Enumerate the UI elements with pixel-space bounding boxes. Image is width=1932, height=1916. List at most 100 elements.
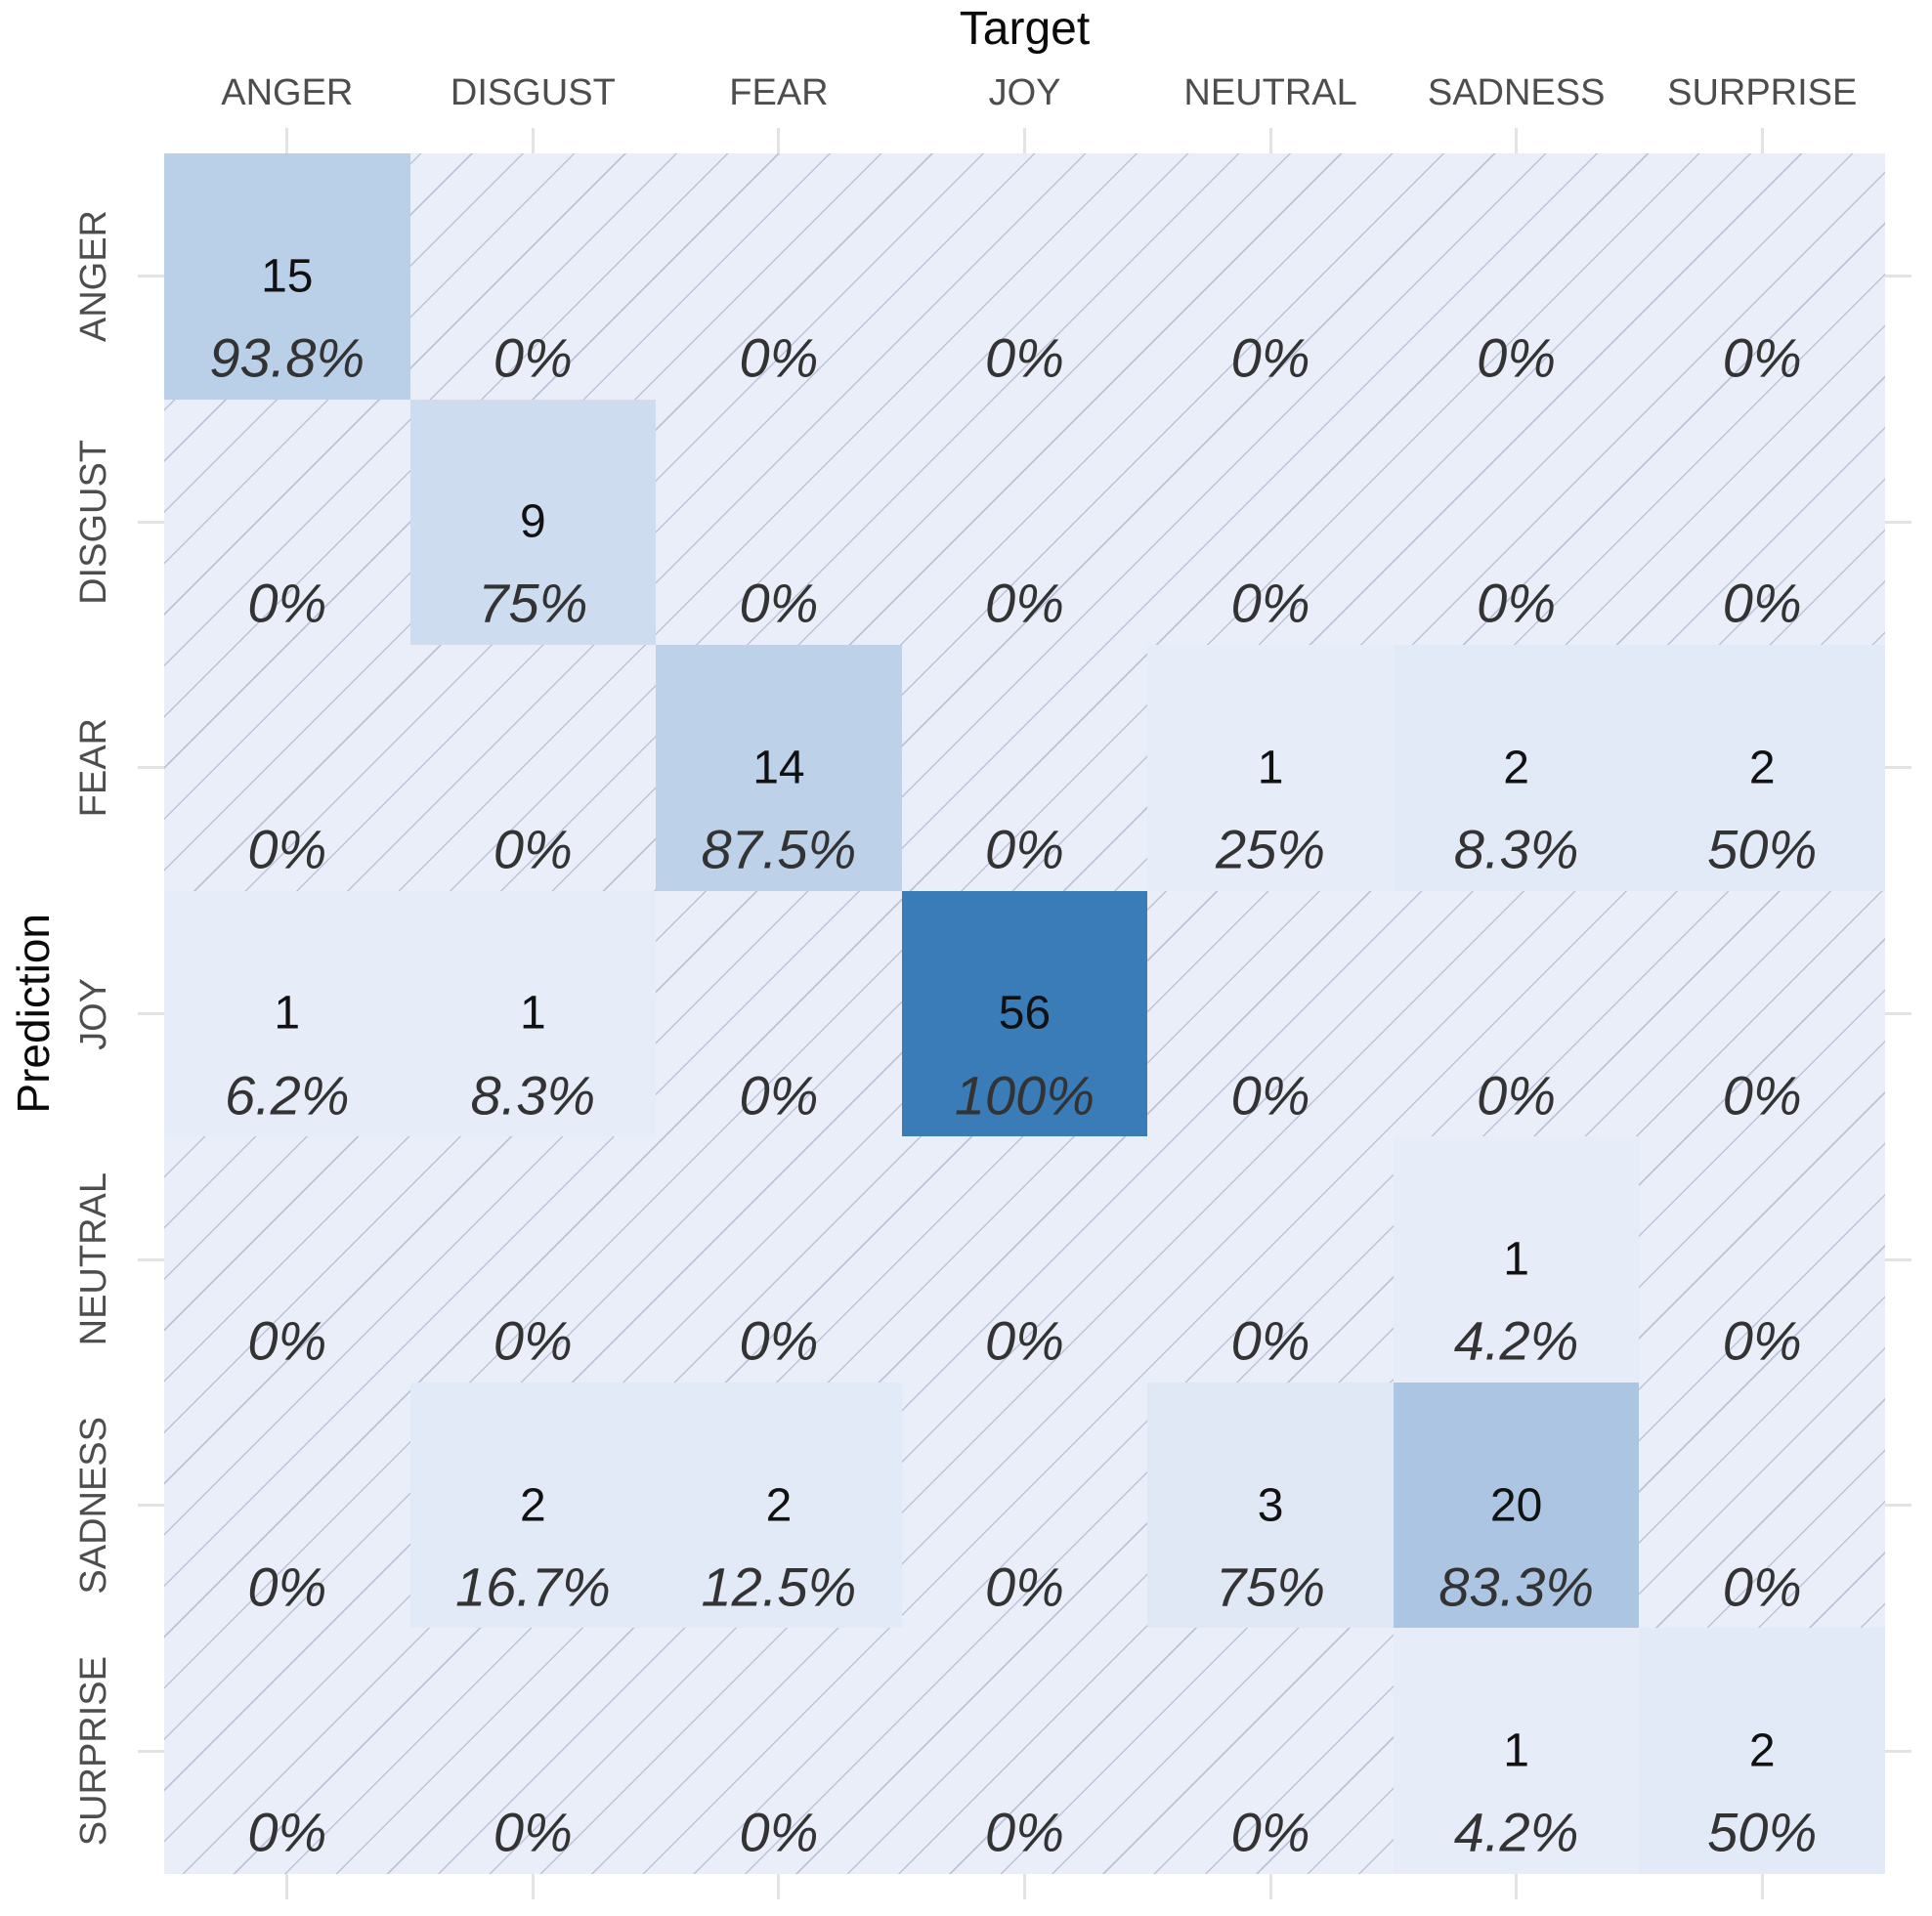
row-label-slot: DISGUST bbox=[57, 400, 131, 646]
tick-slot bbox=[138, 400, 164, 646]
cell-percentage: 0% bbox=[493, 1801, 573, 1863]
row-label-slot: NEUTRAL bbox=[57, 1136, 131, 1383]
cell-percentage: 0% bbox=[739, 572, 819, 634]
col-label-neutral: NEUTRAL bbox=[1183, 71, 1357, 113]
row-label-joy: JOY bbox=[72, 977, 114, 1050]
tick-slot bbox=[1885, 400, 1911, 646]
axis-tick bbox=[1760, 128, 1764, 153]
cell-disgust-neutral: 0% bbox=[1147, 400, 1394, 646]
cell-percentage: 0% bbox=[247, 818, 327, 880]
x-axis-title: Target bbox=[959, 3, 1091, 55]
cell-percentage: 0% bbox=[493, 326, 573, 389]
axis-tick bbox=[138, 275, 164, 278]
cell-fear-joy: 0% bbox=[902, 645, 1148, 891]
cell-neutral-fear: 0% bbox=[656, 1136, 902, 1383]
tick-slot bbox=[138, 1628, 164, 1874]
cell-anger-neutral: 0% bbox=[1147, 153, 1394, 400]
cell-disgust-disgust: 9 75% bbox=[409, 399, 657, 646]
cell-percentage: 0% bbox=[1477, 1064, 1557, 1126]
cell-percentage: 12.5% bbox=[701, 1555, 857, 1618]
axis-tick bbox=[1268, 1874, 1272, 1899]
col-label-disgust: DISGUST bbox=[450, 71, 616, 113]
cell-percentage: 0% bbox=[1230, 572, 1310, 634]
cell-percentage: 0% bbox=[985, 1801, 1064, 1863]
tick-slot bbox=[1639, 1874, 1885, 1899]
cell-percentage: 0% bbox=[1722, 572, 1802, 634]
cell-percentage: 0% bbox=[985, 1309, 1064, 1372]
cell-fear-surprise: 2 50% bbox=[1639, 645, 1885, 891]
tick-slot bbox=[138, 645, 164, 891]
row-label-slot: SADNESS bbox=[57, 1383, 131, 1629]
cell-anger-joy: 0% bbox=[902, 153, 1148, 400]
axis-tick bbox=[138, 766, 164, 770]
axis-tick bbox=[138, 1749, 164, 1753]
axis-tick bbox=[1760, 1874, 1764, 1899]
axis-ticks-left bbox=[138, 153, 164, 1874]
cell-fear-neutral: 1 25% bbox=[1147, 645, 1394, 891]
axis-tick bbox=[138, 520, 164, 524]
tick-slot bbox=[656, 1874, 902, 1899]
axis-tick bbox=[777, 128, 781, 153]
cell-neutral-anger: 0% bbox=[164, 1136, 410, 1383]
cell-percentage: 8.3% bbox=[470, 1064, 596, 1126]
tick-slot bbox=[1885, 1136, 1911, 1383]
cell-percentage: 0% bbox=[247, 1309, 327, 1372]
tick-slot bbox=[410, 1874, 657, 1899]
cell-count: 2 bbox=[1748, 1724, 1776, 1777]
cell-percentage: 0% bbox=[1230, 326, 1310, 389]
cell-percentage: 0% bbox=[1722, 1309, 1802, 1372]
cell-joy-neutral: 0% bbox=[1147, 891, 1394, 1137]
tick-slot bbox=[1639, 128, 1885, 153]
cell-surprise-neutral: 0% bbox=[1147, 1628, 1394, 1874]
col-label-joy: JOY bbox=[988, 71, 1061, 113]
cell-count: 3 bbox=[1257, 1479, 1284, 1532]
cell-joy-fear: 0% bbox=[656, 891, 902, 1137]
tick-slot bbox=[138, 1136, 164, 1383]
cell-disgust-fear: 0% bbox=[656, 400, 902, 646]
tick-slot bbox=[902, 128, 1148, 153]
cell-percentage: 0% bbox=[985, 1555, 1064, 1618]
cell-sadness-sadness: 20 83.3% bbox=[1393, 1382, 1640, 1629]
axis-tick bbox=[531, 128, 535, 153]
cell-anger-anger: 15 93.8% bbox=[164, 153, 410, 400]
cell-disgust-surprise: 0% bbox=[1639, 400, 1885, 646]
row-label-slot: FEAR bbox=[57, 645, 131, 891]
axis-tick bbox=[1515, 128, 1519, 153]
axis-tick bbox=[1885, 275, 1911, 278]
cell-percentage: 4.2% bbox=[1453, 1309, 1579, 1372]
cell-sadness-joy: 0% bbox=[902, 1383, 1148, 1629]
y-axis-title-wrap: Prediction bbox=[8, 153, 59, 1874]
cell-surprise-joy: 0% bbox=[902, 1628, 1148, 1874]
tick-slot bbox=[656, 128, 902, 153]
cell-percentage: 0% bbox=[739, 1064, 819, 1126]
cell-disgust-joy: 0% bbox=[902, 400, 1148, 646]
cell-percentage: 87.5% bbox=[701, 818, 857, 880]
cell-fear-disgust: 0% bbox=[410, 645, 657, 891]
cell-percentage: 93.8% bbox=[209, 326, 365, 389]
tick-slot bbox=[138, 153, 164, 400]
cell-percentage: 0% bbox=[1230, 1801, 1310, 1863]
row-label-sadness: SADNESS bbox=[72, 1416, 114, 1595]
cell-percentage: 4.2% bbox=[1453, 1801, 1579, 1863]
axis-tick bbox=[1885, 1749, 1911, 1753]
axis-ticks-right bbox=[1885, 153, 1911, 1874]
cell-anger-sadness: 0% bbox=[1394, 153, 1640, 400]
axis-tick bbox=[285, 1874, 289, 1899]
cell-percentage: 0% bbox=[985, 326, 1064, 389]
cell-fear-anger: 0% bbox=[164, 645, 410, 891]
axis-tick bbox=[285, 128, 289, 153]
cell-percentage: 0% bbox=[493, 1309, 573, 1372]
axis-tick bbox=[1885, 766, 1911, 770]
y-axis-title: Prediction bbox=[8, 914, 59, 1114]
row-label-slot: ANGER bbox=[57, 153, 131, 400]
cell-percentage: 83.3% bbox=[1438, 1555, 1595, 1618]
cell-sadness-fear: 2 12.5% bbox=[656, 1382, 902, 1629]
axis-tick bbox=[1023, 128, 1027, 153]
cell-count: 1 bbox=[1503, 1233, 1529, 1286]
row-labels: ANGER DISGUST FEAR JOY NEUTRAL SADNESS SURPRIS… bbox=[57, 153, 131, 1874]
tick-slot bbox=[164, 1874, 410, 1899]
cell-percentage: 0% bbox=[1230, 1064, 1310, 1126]
tick-slot bbox=[410, 128, 657, 153]
axis-tick bbox=[1885, 1257, 1911, 1261]
row-label-fear: FEAR bbox=[72, 718, 114, 818]
